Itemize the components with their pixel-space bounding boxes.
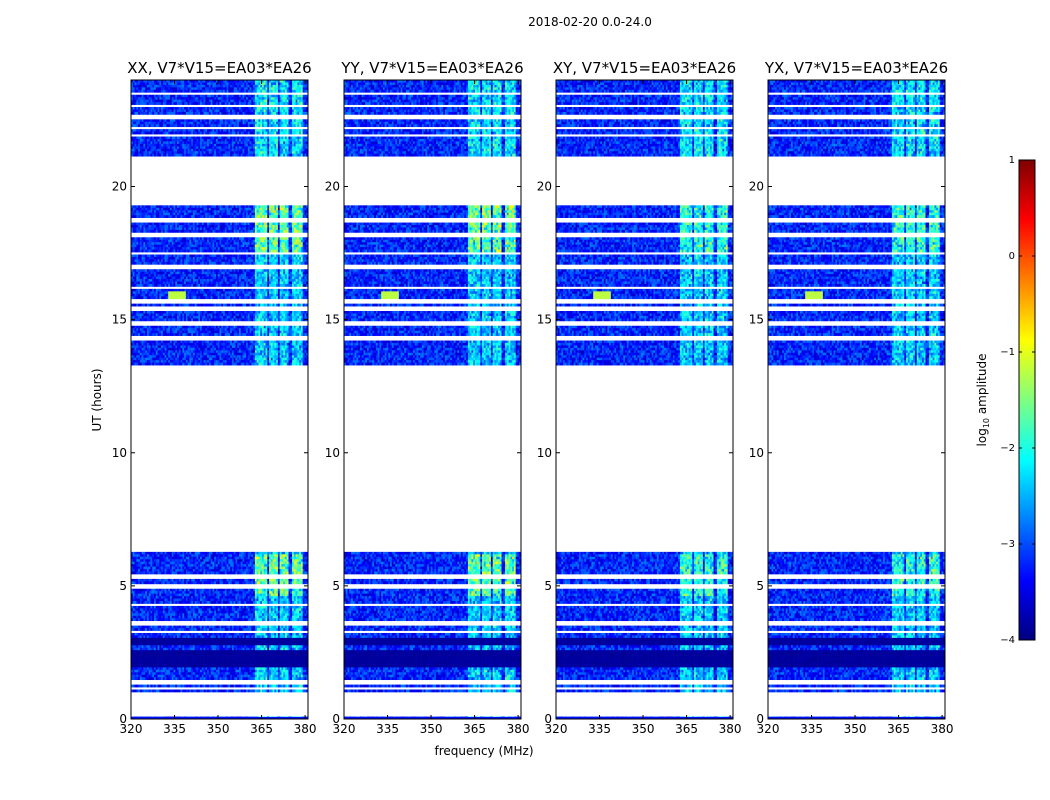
figure: 2018-02-20 0.0-24.0 XX, V7*V15=EA03*EA26… bbox=[0, 0, 1050, 800]
figure-suptitle: 2018-02-20 0.0-24.0 bbox=[528, 15, 652, 29]
panel-background bbox=[131, 80, 308, 719]
